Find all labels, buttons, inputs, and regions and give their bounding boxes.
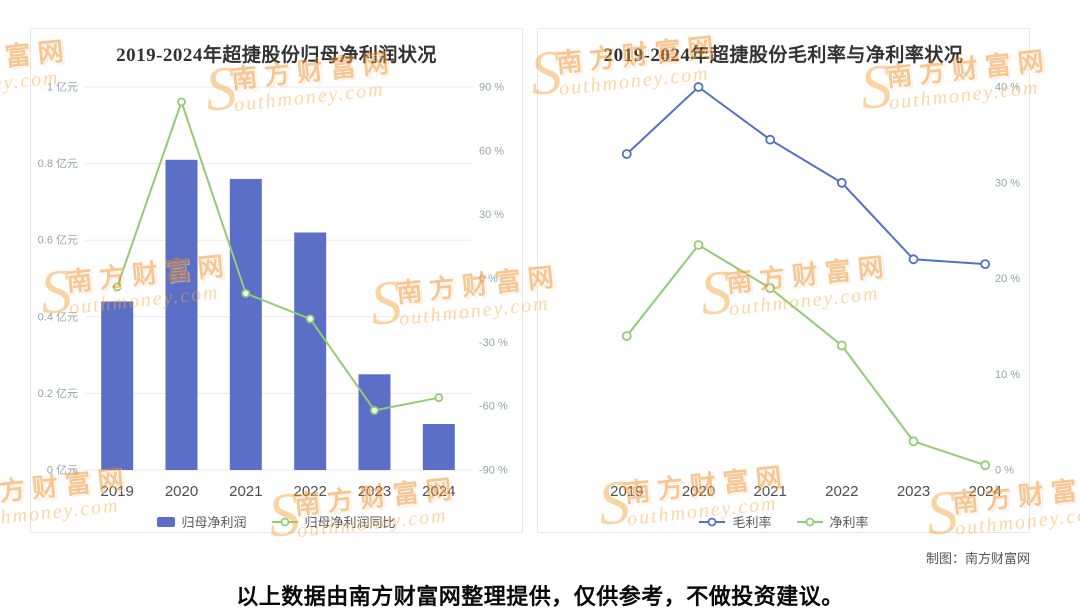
svg-text:2023: 2023 (357, 483, 390, 500)
legend-bar-swatch (157, 516, 176, 527)
margins-chart-legend: 毛利率 净利率 (538, 512, 1029, 531)
lines-chart-svg: 0 % 10 % 20 % 30 % 40 % 2019 2020 2021 2022 2023… (610, 82, 1020, 501)
svg-text:2023: 2023 (896, 483, 929, 500)
x-axis-labels: 2019 2020 2021 2022 2023 2024 (610, 483, 1002, 500)
legend-line-swatch (796, 517, 823, 526)
net-profit-chart-card: 2019-2024年超捷股份归母净利润状况 0 亿元 0.2 亿元 0.4 亿元 0.… (30, 28, 523, 533)
svg-text:30 %: 30 % (479, 209, 504, 221)
svg-text:-90 %: -90 % (479, 465, 508, 477)
margins-chart: 0 % 10 % 20 % 30 % 40 % 2019 2020 2021 2022 2023… (538, 67, 1029, 512)
net-profit-chart-title: 2019-2024年超捷股份归母净利润状况 (116, 45, 437, 66)
legend-label: 净利率 (829, 515, 869, 530)
svg-text:2022: 2022 (825, 483, 858, 500)
x-axis-labels: 2019 2020 2021 2022 2023 2024 (100, 483, 455, 500)
svg-text:0.2 亿元: 0.2 亿元 (37, 387, 77, 400)
svg-text:2022: 2022 (293, 483, 326, 500)
svg-text:2019: 2019 (610, 483, 643, 500)
legend-item-bar: 归母净利润 (157, 512, 247, 531)
legend-label: 毛利率 (732, 515, 772, 530)
svg-text:0 %: 0 % (995, 465, 1014, 477)
line-series-0 (621, 82, 990, 270)
svg-text:2020: 2020 (681, 483, 714, 500)
svg-text:90 %: 90 % (479, 82, 504, 94)
svg-text:30 %: 30 % (995, 177, 1020, 189)
legend-label: 归母净利润 (181, 515, 247, 530)
svg-text:-30 %: -30 % (479, 337, 508, 349)
legend-item-line: 归母净利润同比 (271, 512, 396, 531)
svg-text:0 %: 0 % (479, 273, 498, 285)
margins-chart-card: 2019-2024年超捷股份毛利率与净利率状况 0 % 10 % 20 % 30 % 4… (537, 28, 1030, 533)
svg-text:0.8 亿元: 0.8 亿元 (37, 157, 77, 170)
svg-text:2024: 2024 (422, 483, 455, 500)
svg-text:60 %: 60 % (479, 145, 504, 157)
legend-line-swatch (699, 517, 726, 526)
svg-text:0.6 亿元: 0.6 亿元 (37, 234, 77, 247)
net-profit-chart-legend: 归母净利润 归母净利润同比 (31, 512, 522, 531)
svg-text:1 亿元: 1 亿元 (46, 81, 77, 94)
line-series-1 (621, 240, 990, 471)
svg-text:40 %: 40 % (995, 82, 1020, 94)
chart-credit: 制图：南方财富网 (925, 551, 1030, 566)
bar-series (100, 159, 455, 471)
svg-text:2019: 2019 (100, 483, 133, 500)
svg-text:2021: 2021 (229, 483, 262, 500)
combo-chart-svg: 0 亿元 0.2 亿元 0.4 亿元 0.6 亿元 0.8 亿元 1 亿元 -90 % -60… (37, 81, 507, 501)
svg-text:10 %: 10 % (995, 369, 1020, 381)
svg-text:0 亿元: 0 亿元 (46, 464, 77, 477)
svg-text:-60 %: -60 % (479, 401, 508, 413)
svg-text:20 %: 20 % (995, 273, 1020, 285)
yoy-line-series (112, 97, 443, 415)
svg-text:0.4 亿元: 0.4 亿元 (37, 310, 77, 323)
legend-line-swatch (271, 517, 298, 526)
legend-item-line: 净利率 (796, 512, 869, 531)
legend-label: 归母净利润同比 (304, 515, 396, 530)
legend-item-line: 毛利率 (698, 512, 772, 531)
grid-and-axis-labels: 0 亿元 0.2 亿元 0.4 亿元 0.6 亿元 0.8 亿元 1 亿元 -90 % -60… (37, 81, 507, 477)
svg-text:2024: 2024 (968, 483, 1001, 500)
svg-text:2020: 2020 (164, 483, 197, 500)
disclaimer-text: 以上数据由南方财富网整理提供，仅供参考，不做投资建议。 (236, 584, 844, 609)
net-profit-chart: 0 亿元 0.2 亿元 0.4 亿元 0.6 亿元 0.8 亿元 1 亿元 -90 % -60… (31, 67, 522, 512)
y-axis-labels: 0 % 10 % 20 % 30 % 40 % (995, 82, 1020, 477)
margins-chart-title: 2019-2024年超捷股份毛利率与净利率状况 (603, 45, 964, 66)
svg-text:2021: 2021 (753, 483, 786, 500)
